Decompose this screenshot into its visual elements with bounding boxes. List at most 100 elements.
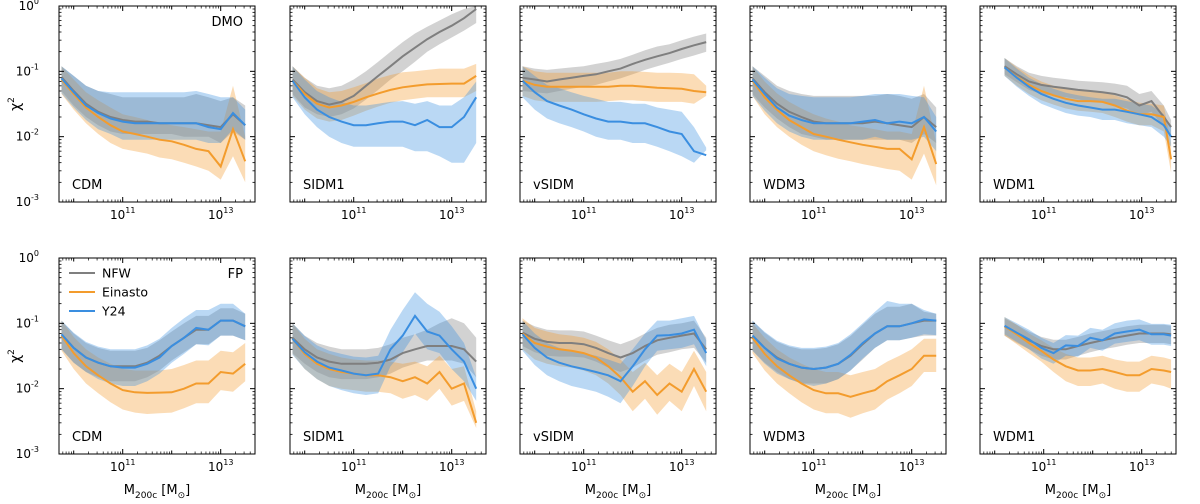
line-y24 — [521, 328, 708, 383]
x-tick-label: 1013 — [439, 458, 464, 474]
panel-wdm3-dmo: 1011 1013 WDM3 — [749, 5, 947, 222]
band-y24 — [522, 66, 707, 163]
band-nfw — [1004, 58, 1172, 137]
panel-label: SIDM1 — [303, 178, 345, 193]
line-einasto — [60, 335, 246, 394]
band-nfw — [522, 320, 707, 372]
row-label-fp: FP — [228, 267, 243, 282]
x-tick-label: 1013 — [1129, 458, 1154, 474]
legend-label-y24: Y24 — [101, 304, 126, 319]
line-einasto — [291, 338, 478, 424]
y-tick-label: 100 — [19, 249, 39, 265]
plot-area — [751, 301, 937, 418]
line-y24 — [291, 80, 478, 129]
line-y24 — [291, 314, 478, 390]
x-tick-label: 1013 — [899, 458, 924, 474]
x-axis-label: M200c [M⊙] — [355, 483, 421, 501]
panel-cdm-fp: 1011 1013 CDM 10-3 10-2 10-1 100 χ2 FP M200c [M⊙]… — [7, 249, 256, 501]
line-einasto — [60, 78, 247, 169]
panel-label: vSIDM — [533, 430, 574, 445]
x-tick-label: 1011 — [571, 458, 596, 474]
band-y24 — [522, 315, 707, 404]
band-nfw — [61, 308, 246, 382]
x-tick-label: 1013 — [208, 206, 233, 222]
line-nfw — [522, 331, 707, 359]
x-axis-label: M200c [M⊙] — [815, 483, 881, 501]
x-tick-label: 1011 — [801, 458, 826, 474]
panel-sidm1-fp: 1011 1013 SIDM1 M200c [M⊙] — [289, 257, 487, 501]
band-einasto — [61, 320, 246, 414]
x-tick-label: 1013 — [208, 458, 233, 474]
line-einasto — [751, 80, 938, 165]
x-tick-label: 1013 — [899, 206, 924, 222]
panel-label: WDM1 — [993, 430, 1035, 445]
row-label-dmo: DMO — [212, 15, 243, 30]
panel-label: WDM3 — [763, 430, 805, 445]
band-einasto — [1004, 317, 1172, 392]
y-tick-label: 10-1 — [16, 314, 39, 330]
band-y24 — [292, 66, 477, 163]
line-einasto — [1003, 66, 1173, 160]
line-einasto — [291, 75, 477, 109]
line-nfw — [522, 41, 707, 83]
x-tick-label: 1011 — [110, 458, 135, 474]
y-tick-label: 10-2 — [16, 128, 39, 144]
y-axis-label: χ2 — [7, 349, 24, 363]
x-tick-label: 1011 — [341, 206, 366, 222]
band-y24 — [752, 301, 937, 386]
plot-area — [60, 66, 247, 183]
line-y24 — [1003, 66, 1172, 138]
plot-area — [521, 33, 707, 163]
plot-area — [291, 292, 478, 428]
y-tick-label: 10-1 — [16, 62, 39, 78]
band-nfw — [292, 6, 477, 117]
y-tick-label: 100 — [19, 0, 39, 13]
plot-area — [751, 66, 938, 186]
x-tick-label: 1011 — [571, 206, 596, 222]
band-y24 — [292, 292, 477, 401]
legend-label-einasto: Einasto — [102, 285, 148, 300]
line-nfw — [291, 8, 477, 106]
band-einasto — [292, 63, 477, 122]
plot-area — [291, 6, 478, 163]
panel-wdm3-fp: 1011 1013 WDM3 M200c [M⊙] — [749, 257, 947, 501]
y-tick-label: 10-3 — [16, 445, 39, 461]
line-einasto — [521, 332, 708, 397]
band-y24 — [752, 66, 937, 152]
panel-wdm1-dmo: 1011 1013 WDM1 — [979, 5, 1177, 222]
y-tick-label: 10-3 — [16, 193, 39, 209]
panel-wdm1-fp: 1011 1013 WDM1 M200c [M⊙] — [979, 257, 1177, 501]
panel-vsidm-fp: 1011 1013 vSIDM M200c [M⊙] — [519, 257, 717, 501]
line-einasto — [1003, 325, 1172, 377]
panel-sidm1-dmo: 1011 1013 SIDM1 — [289, 5, 487, 222]
x-axis-label: M200c [M⊙] — [1045, 483, 1111, 501]
legend: NFW Einasto Y24 — [69, 266, 148, 319]
x-tick-label: 1013 — [439, 206, 464, 222]
x-axis-label: M200c [M⊙] — [585, 483, 651, 501]
line-einasto — [522, 79, 707, 94]
band-einasto — [522, 66, 707, 104]
plot-area — [521, 315, 708, 415]
y-tick-label: 10-2 — [16, 380, 39, 396]
x-tick-label: 1011 — [1031, 206, 1056, 222]
line-y24 — [1004, 324, 1172, 355]
x-tick-label: 1011 — [110, 206, 135, 222]
y-axis-label: χ2 — [7, 97, 24, 111]
line-einasto — [751, 337, 937, 398]
line-y24 — [521, 79, 707, 157]
x-axis-label: M200c [M⊙] — [124, 483, 190, 501]
panel-label: CDM — [72, 178, 102, 193]
x-tick-label: 1013 — [669, 458, 694, 474]
band-einasto — [752, 323, 937, 418]
panel-label: vSIDM — [533, 178, 574, 193]
panel-label: WDM3 — [763, 178, 805, 193]
x-tick-label: 1013 — [1129, 206, 1154, 222]
panel-label: WDM1 — [993, 178, 1035, 193]
x-tick-label: 1011 — [1031, 458, 1056, 474]
panel-cdm-dmo: 1011 1013 CDM 10-3 10-2 10-1 100 χ2 DMO — [7, 0, 256, 222]
band-nfw — [752, 303, 937, 384]
legend-label-nfw: NFW — [102, 266, 131, 281]
band-einasto — [1004, 58, 1172, 173]
x-tick-label: 1011 — [341, 458, 366, 474]
line-nfw — [1003, 65, 1172, 128]
